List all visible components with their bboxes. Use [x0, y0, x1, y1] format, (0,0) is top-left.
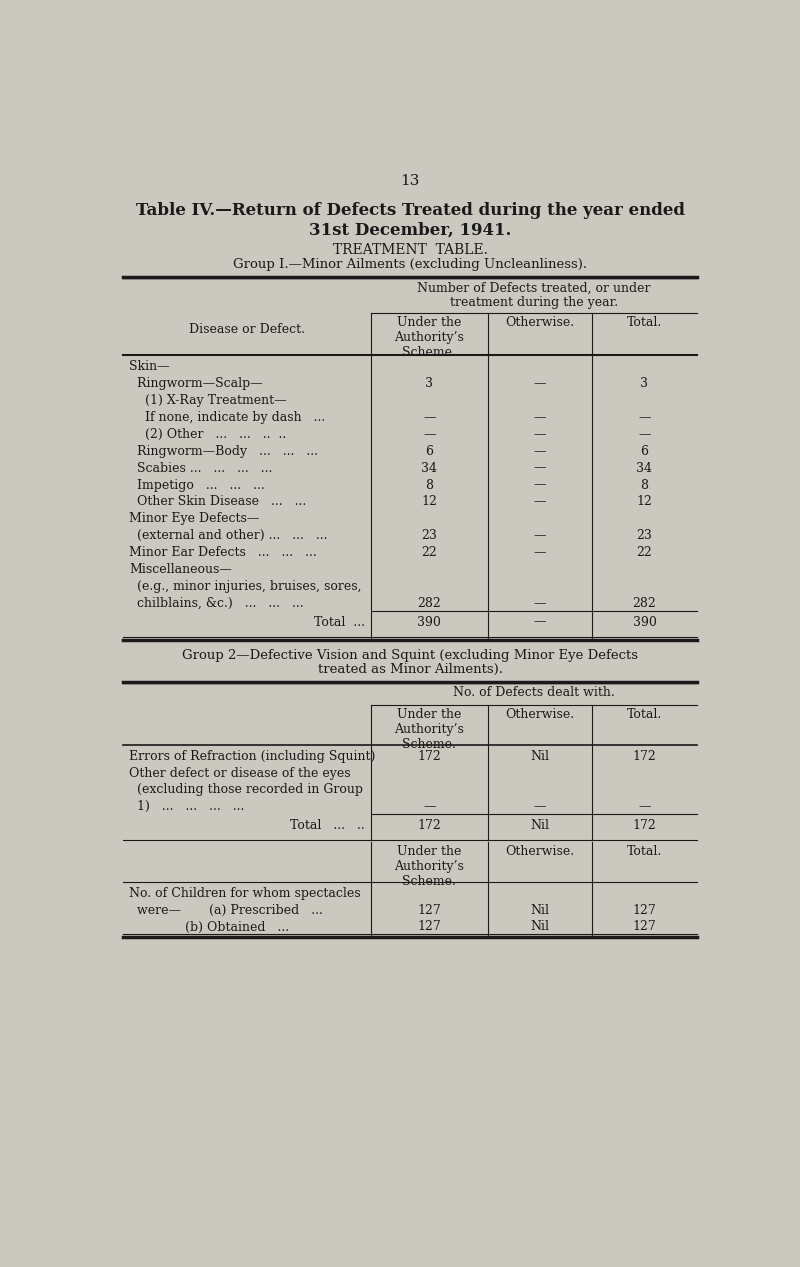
- Text: Table IV.—Return of Defects Treated during the year ended: Table IV.—Return of Defects Treated duri…: [135, 203, 685, 219]
- Text: —: —: [534, 411, 546, 423]
- Text: 390: 390: [633, 616, 656, 628]
- Text: Scabies ...   ...   ...   ...: Scabies ... ... ... ...: [130, 461, 273, 475]
- Text: Total   ...   ..: Total ... ..: [290, 818, 365, 832]
- Text: (2) Other   ...   ...   ..  ..: (2) Other ... ... .. ..: [130, 428, 286, 441]
- Text: Nil: Nil: [530, 818, 550, 832]
- Text: —: —: [534, 597, 546, 611]
- Text: —: —: [423, 801, 436, 813]
- Text: Total.: Total.: [627, 845, 662, 858]
- Text: 34: 34: [422, 461, 438, 475]
- Text: 12: 12: [422, 495, 438, 508]
- Text: Total.: Total.: [627, 315, 662, 329]
- Text: Disease or Defect.: Disease or Defect.: [190, 323, 306, 336]
- Text: Otherwise.: Otherwise.: [506, 708, 574, 721]
- Text: —: —: [534, 801, 546, 813]
- Text: 23: 23: [637, 530, 652, 542]
- Text: 8: 8: [641, 479, 649, 492]
- Text: Skin—: Skin—: [130, 360, 170, 372]
- Text: —: —: [534, 461, 546, 475]
- Text: —: —: [638, 411, 650, 423]
- Text: Otherwise.: Otherwise.: [506, 315, 574, 329]
- Text: 172: 172: [418, 750, 442, 763]
- Text: Group I.—Minor Ailments (excluding Uncleanliness).: Group I.—Minor Ailments (excluding Uncle…: [233, 258, 587, 271]
- Text: —: —: [534, 495, 546, 508]
- Text: —: —: [423, 428, 436, 441]
- Text: 172: 172: [633, 750, 656, 763]
- Text: —: —: [534, 530, 546, 542]
- Text: Errors of Refraction (including Squint): Errors of Refraction (including Squint): [130, 750, 376, 763]
- Text: —: —: [534, 376, 546, 390]
- Text: Nil: Nil: [530, 903, 550, 916]
- Text: 12: 12: [637, 495, 652, 508]
- Text: —: —: [638, 801, 650, 813]
- Text: Ringworm—Scalp—: Ringworm—Scalp—: [130, 376, 263, 390]
- Text: chilblains, &c.)   ...   ...   ...: chilblains, &c.) ... ... ...: [130, 597, 304, 611]
- Text: 6: 6: [641, 445, 649, 457]
- Text: Group 2—Defective Vision and Squint (excluding Minor Eye Defects: Group 2—Defective Vision and Squint (exc…: [182, 650, 638, 663]
- Text: Under the
Authority’s
Scheme.: Under the Authority’s Scheme.: [394, 845, 464, 888]
- Text: 3: 3: [641, 376, 649, 390]
- Text: —: —: [534, 445, 546, 457]
- Text: 282: 282: [418, 597, 442, 611]
- Text: 127: 127: [633, 921, 656, 934]
- Text: treated as Minor Ailments).: treated as Minor Ailments).: [318, 664, 502, 677]
- Text: No. of Defects dealt with.: No. of Defects dealt with.: [453, 687, 615, 699]
- Text: 13: 13: [400, 174, 420, 188]
- Text: 3: 3: [426, 376, 434, 390]
- Text: Otherwise.: Otherwise.: [506, 845, 574, 858]
- Text: 1)   ...   ...   ...   ...: 1) ... ... ... ...: [130, 801, 245, 813]
- Text: —: —: [423, 411, 436, 423]
- Text: (excluding those recorded in Group: (excluding those recorded in Group: [130, 783, 363, 797]
- Text: 8: 8: [426, 479, 434, 492]
- Text: 390: 390: [418, 616, 442, 628]
- Text: 22: 22: [422, 546, 438, 559]
- Text: 172: 172: [418, 818, 442, 832]
- Text: 127: 127: [418, 921, 442, 934]
- Text: (external and other) ...   ...   ...: (external and other) ... ... ...: [130, 530, 328, 542]
- Text: 127: 127: [418, 903, 442, 916]
- Text: Under the
Authority’s
Scheme.: Under the Authority’s Scheme.: [394, 708, 464, 751]
- Text: Total  ...: Total ...: [314, 616, 365, 628]
- Text: Under the
Authority’s
Scheme.: Under the Authority’s Scheme.: [394, 315, 464, 359]
- Text: 6: 6: [426, 445, 434, 457]
- Text: (e.g., minor injuries, bruises, sores,: (e.g., minor injuries, bruises, sores,: [130, 580, 362, 593]
- Text: 31st December, 1941.: 31st December, 1941.: [309, 222, 511, 238]
- Text: Number of Defects treated, or under
treatment during the year.: Number of Defects treated, or under trea…: [418, 281, 650, 309]
- Text: Impetigo   ...   ...   ...: Impetigo ... ... ...: [130, 479, 266, 492]
- Text: Minor Eye Defects—: Minor Eye Defects—: [130, 512, 260, 526]
- Text: Other defect or disease of the eyes: Other defect or disease of the eyes: [130, 767, 351, 779]
- Text: (1) X-Ray Treatment—: (1) X-Ray Treatment—: [130, 394, 287, 407]
- Text: Other Skin Disease   ...   ...: Other Skin Disease ... ...: [130, 495, 306, 508]
- Text: 127: 127: [633, 903, 656, 916]
- Text: Nil: Nil: [530, 921, 550, 934]
- Text: —: —: [534, 546, 546, 559]
- Text: —: —: [534, 616, 546, 628]
- Text: Total.: Total.: [627, 708, 662, 721]
- Text: (b) Obtained   ...: (b) Obtained ...: [130, 921, 290, 934]
- Text: 172: 172: [633, 818, 656, 832]
- Text: were—       (a) Prescribed   ...: were— (a) Prescribed ...: [130, 903, 323, 916]
- Text: 22: 22: [637, 546, 652, 559]
- Text: TREATMENT  TABLE.: TREATMENT TABLE.: [333, 243, 487, 257]
- Text: 34: 34: [637, 461, 653, 475]
- Text: Minor Ear Defects   ...   ...   ...: Minor Ear Defects ... ... ...: [130, 546, 317, 559]
- Text: —: —: [638, 428, 650, 441]
- Text: No. of Children for whom spectacles: No. of Children for whom spectacles: [130, 887, 361, 900]
- Text: Ringworm—Body   ...   ...   ...: Ringworm—Body ... ... ...: [130, 445, 318, 457]
- Text: Miscellaneous—: Miscellaneous—: [130, 564, 232, 576]
- Text: 282: 282: [633, 597, 656, 611]
- Text: —: —: [534, 428, 546, 441]
- Text: —: —: [534, 479, 546, 492]
- Text: If none, indicate by dash   ...: If none, indicate by dash ...: [130, 411, 326, 423]
- Text: 23: 23: [422, 530, 438, 542]
- Text: Nil: Nil: [530, 750, 550, 763]
